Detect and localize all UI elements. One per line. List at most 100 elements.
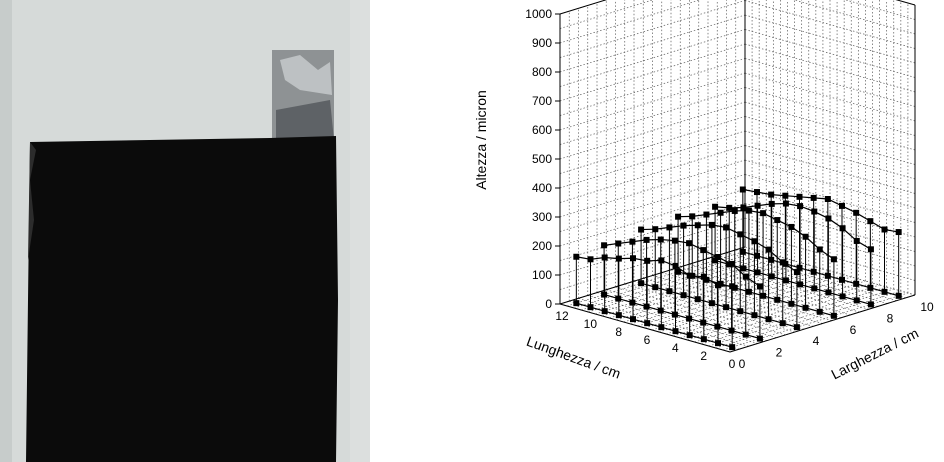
grid-line	[722, 292, 909, 351]
z-tick-label: 0	[545, 297, 552, 311]
data-point	[680, 222, 687, 229]
data-series	[573, 186, 902, 351]
floor-point	[802, 304, 809, 311]
floor-point	[643, 303, 650, 310]
grid-line	[744, 217, 916, 267]
data-point	[694, 222, 701, 229]
floor-point	[774, 296, 781, 303]
floor-point	[754, 269, 761, 276]
photo-frame-edge-right	[350, 0, 370, 462]
x-tick-label: 0	[729, 357, 736, 371]
grid-line	[744, 130, 916, 180]
z-tick-label: 800	[532, 65, 552, 79]
data-point	[737, 231, 744, 238]
data-point	[881, 226, 888, 233]
z-tick-label: 700	[532, 94, 552, 108]
data-point	[615, 240, 622, 247]
data-point	[740, 204, 747, 211]
data-point	[703, 211, 710, 218]
data-point	[657, 236, 664, 243]
z-tick-label: 100	[532, 268, 552, 282]
z-tick-label: 500	[532, 152, 552, 166]
grid-line	[680, 280, 866, 339]
grid-line	[744, 29, 916, 78]
z-tick-label: 900	[532, 36, 552, 50]
grid-line	[744, 14, 916, 64]
data-point	[793, 269, 800, 276]
grid-line	[708, 288, 894, 347]
floor-point	[830, 312, 837, 319]
grid-line	[651, 272, 838, 331]
floor-point	[728, 327, 735, 334]
profile-series	[601, 236, 763, 342]
floor-point	[700, 336, 707, 343]
z-tick-label: 600	[532, 123, 552, 137]
floor-point	[751, 312, 758, 319]
data-point	[765, 246, 772, 253]
floor-point	[867, 301, 874, 308]
data-point	[671, 237, 678, 244]
grid-line	[615, 286, 786, 336]
floor-point	[853, 297, 860, 304]
grid-line	[717, 255, 888, 304]
grid-line	[744, 116, 916, 165]
y-tick-label: 8	[887, 311, 894, 325]
grid-line	[559, 130, 746, 189]
data-point	[782, 200, 789, 207]
grid-line	[559, 87, 746, 145]
data-point	[666, 224, 673, 231]
grid-line	[744, 145, 916, 194]
data-point	[723, 224, 730, 231]
data-point	[700, 273, 707, 280]
data-point	[796, 193, 803, 200]
grid-line	[680, 266, 851, 316]
floor-point	[779, 320, 786, 327]
data-point	[587, 256, 594, 263]
floor-point	[715, 340, 721, 347]
y-tick-label: 10	[920, 300, 934, 314]
grid-line	[744, 159, 916, 209]
data-point	[751, 238, 758, 245]
floor-point	[756, 335, 763, 342]
profile-series	[573, 253, 736, 351]
floor-point	[853, 280, 860, 287]
floor-point	[867, 284, 874, 291]
grid-line	[698, 260, 869, 310]
data-point	[714, 254, 721, 260]
z-tick-label: 200	[532, 239, 552, 253]
floor-point	[824, 272, 831, 279]
floor-point	[714, 323, 721, 330]
floor-point	[811, 285, 818, 292]
data-point	[754, 189, 760, 196]
floor-point	[788, 300, 795, 307]
data-point	[731, 207, 738, 214]
x-axis-title: Lunghezza / cm	[525, 333, 623, 382]
floor-point	[782, 277, 789, 284]
x-tick-label: 6	[644, 333, 651, 347]
data-point	[686, 272, 693, 279]
grid-line	[744, 58, 916, 107]
grid-line	[559, 14, 746, 73]
z-tick-label: 400	[532, 181, 552, 195]
grid-line	[666, 276, 852, 335]
grid-line	[559, 174, 746, 232]
grid-line	[744, 0, 916, 49]
grid-line	[793, 0, 916, 35]
grid-line	[630, 266, 816, 325]
y-axis-title: Larghezza / cm	[828, 325, 921, 383]
floor-point	[601, 291, 608, 298]
data-point	[686, 240, 693, 247]
grid-line	[559, 58, 746, 116]
data-point	[728, 260, 735, 267]
data-point	[754, 202, 761, 209]
grid-line	[559, 0, 746, 58]
floor-point	[694, 296, 701, 303]
floor-point	[672, 328, 679, 335]
floor-point	[729, 344, 736, 351]
grid-line	[624, 283, 795, 333]
floor-point	[825, 289, 832, 296]
grid-line	[623, 264, 809, 323]
data-point	[867, 218, 874, 225]
grid-line	[559, 101, 746, 160]
